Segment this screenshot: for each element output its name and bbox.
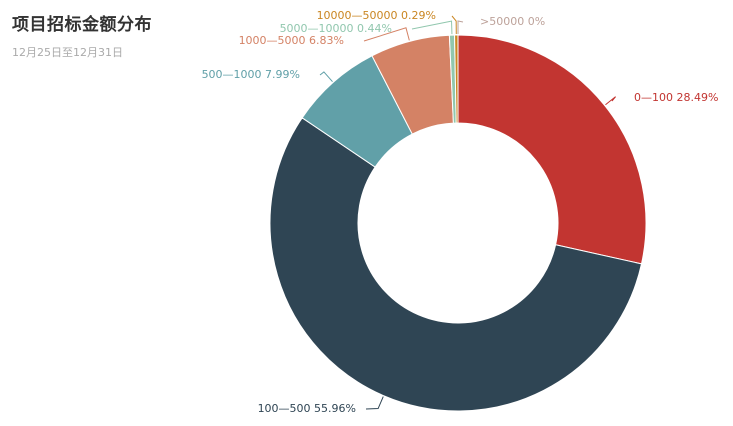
leader-line-0-100: [605, 96, 616, 106]
label-100-500: 100—500 55.96%: [258, 402, 356, 415]
labels-group: 0—100 28.49% 100—500 55.96% 500—1000 7.99%…: [202, 9, 719, 415]
label-0-100: 0—100 28.49%: [634, 91, 718, 104]
label-500-1000: 500—1000 7.99%: [202, 68, 300, 81]
leader-line-1000-5000: [363, 27, 410, 42]
slices-group: [269, 34, 647, 412]
leader-line-100-500: [365, 396, 384, 410]
leader-line-500-1000: [319, 71, 333, 82]
slice-0-100[interactable]: [457, 34, 647, 265]
slice-10000-50000[interactable]: [454, 34, 459, 124]
label-5000-10000: 5000—10000 0.44%: [280, 22, 392, 35]
label-1000-5000: 1000—5000 6.83%: [239, 34, 344, 47]
chart-subtitle: 12月25日至12月31日: [12, 46, 123, 59]
label-50000: >50000 0%: [480, 15, 545, 28]
leader-line-10000-50000: [451, 15, 457, 35]
leader-line-50000: [457, 20, 464, 34]
leader-line-5000-10000: [411, 20, 453, 35]
chart-title: 项目招标金额分布: [12, 15, 152, 35]
label-10000-50000: 10000—50000 0.29%: [317, 9, 436, 22]
slice-100-500[interactable]: [269, 117, 643, 412]
